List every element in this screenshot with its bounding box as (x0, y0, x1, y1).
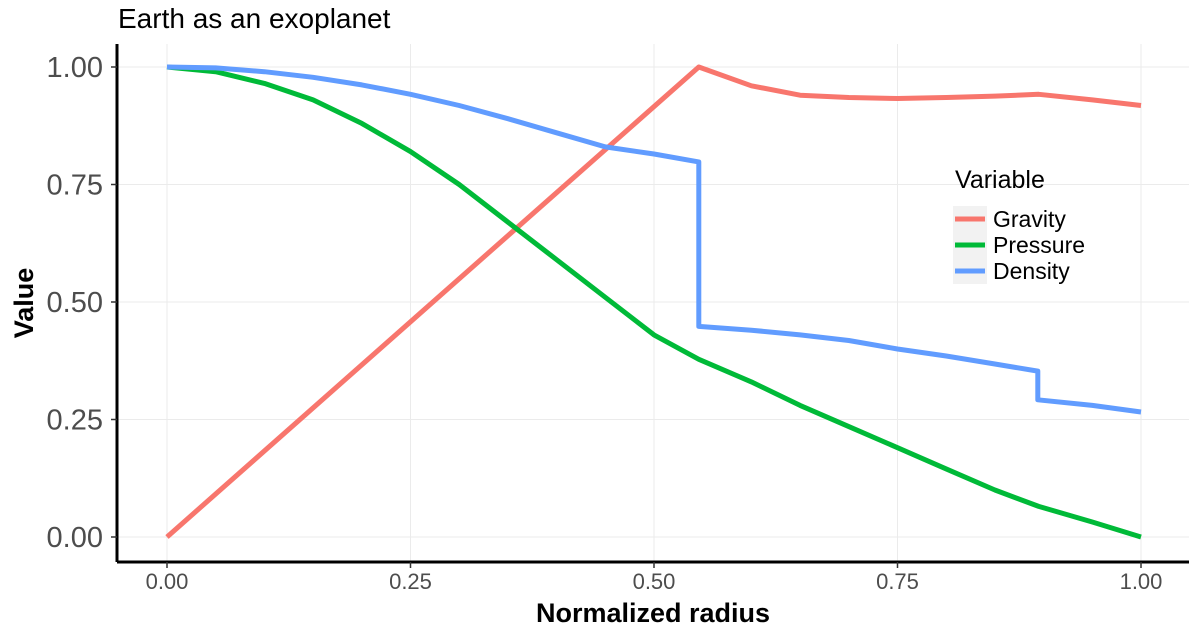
series-line-gravity (165, 64, 1142, 539)
axes (115, 44, 1189, 564)
x-tick-label: 0.50 (633, 569, 676, 594)
legend-item-gravity: Gravity (953, 206, 1066, 232)
grid-lines (117, 44, 1189, 562)
y-tick-label: 0.75 (47, 170, 103, 202)
series-lines (165, 64, 1142, 540)
legend-label: Density (993, 258, 1070, 284)
series-line-pressure (166, 64, 1142, 540)
y-axis-label: Value (9, 268, 39, 339)
y-tick-label: 0.50 (47, 287, 103, 319)
legend-item-pressure: Pressure (953, 232, 1085, 258)
plot-panel (117, 44, 1189, 562)
y-tick-label: 1.00 (47, 52, 103, 84)
y-tick-label: 0.25 (47, 405, 103, 437)
x-tick-label: 0.00 (146, 569, 189, 594)
series-line-density (166, 64, 1142, 415)
x-axis-label: Normalized radius (536, 598, 770, 628)
legend-item-density: Density (953, 258, 1070, 284)
x-tick-label: 0.25 (389, 569, 432, 594)
ticks: 0.00 0.25 0.50 0.75 1.00 0.00 0.25 0.50 0.75 1.00 (47, 52, 1163, 594)
y-tick-label: 0.00 (47, 522, 103, 554)
x-tick-label: 0.75 (876, 569, 919, 594)
x-tick-label: 1.00 (1120, 569, 1163, 594)
chart-title: Earth as an exoplanet (118, 3, 391, 34)
legend-title: Variable (955, 166, 1045, 194)
legend-label: Pressure (993, 232, 1085, 258)
legend-label: Gravity (993, 206, 1066, 232)
